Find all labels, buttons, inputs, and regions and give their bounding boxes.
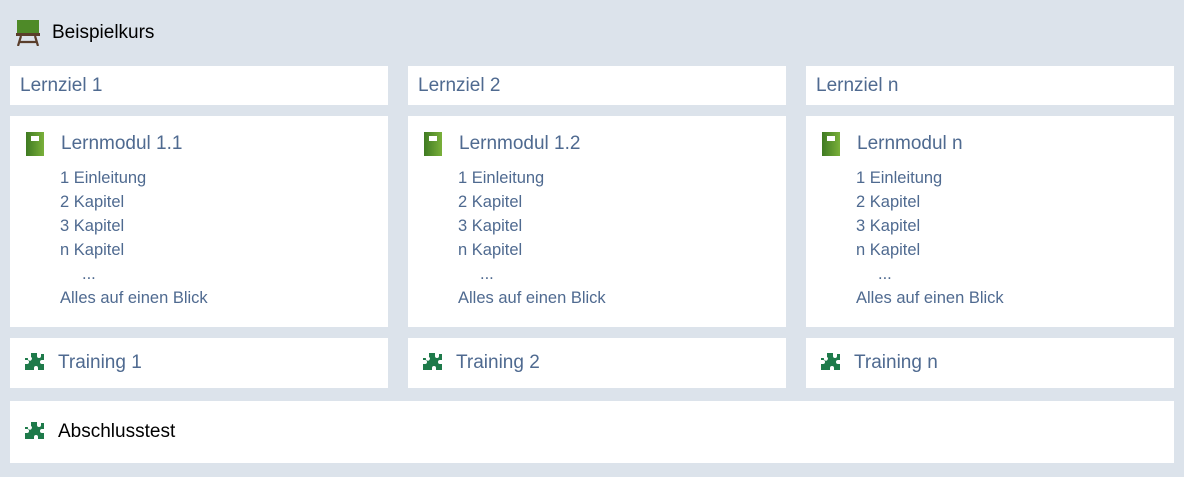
book-icon [822,132,840,156]
chapter-item[interactable]: 3 Kapitel [856,217,921,235]
chapter-list: 1 Einleitung 2 Kapitel 3 Kapitel n Kapitel.… [60,166,388,310]
chapter-item[interactable]: Alles auf einen Blick [856,289,1004,307]
chapter-item[interactable]: ... [82,265,96,283]
chapter-item[interactable]: Alles auf einen Blick [458,289,606,307]
training[interactable]: Training n [806,338,1174,388]
module-label: Lernmodul 1.2 [459,133,581,154]
learning-module: Lernmodul n 1 Einleitung 2 Kapitel 3 Kapite… [806,116,1174,327]
book-icon [424,132,442,156]
puzzle-icon [423,353,442,370]
learning-goal[interactable]: Lernziel 2 [408,66,786,105]
chapter-list: 1 Einleitung 2 Kapitel 3 Kapitel n Kapitel.… [856,166,1174,310]
chapter-item[interactable]: 1 Einleitung [856,169,943,187]
puzzle-icon [821,353,840,370]
puzzle-icon [25,422,44,439]
chapter-item[interactable]: ... [878,265,892,283]
module-label: Lernmodul n [857,133,963,154]
course-title-text: Beispielkurs [52,22,155,43]
chapter-item[interactable]: 2 Kapitel [458,193,523,211]
module-title[interactable]: Lernmodul 1.1 [26,130,388,158]
chapter-item[interactable]: 2 Kapitel [60,193,125,211]
goal-label: Lernziel n [816,74,899,96]
module-title[interactable]: Lernmodul n [822,130,1174,158]
chapter-item[interactable]: ... [480,265,494,283]
chapter-item[interactable]: 2 Kapitel [856,193,921,211]
final-test[interactable]: Abschlusstest [10,401,1174,463]
final-test-label: Abschlusstest [58,421,176,442]
chapter-item[interactable]: 3 Kapitel [458,217,523,235]
goal-label: Lernziel 1 [20,74,103,96]
course-title[interactable]: Beispielkurs [16,18,154,48]
training-label: Training n [854,352,938,373]
learning-module: Lernmodul 1.1 1 Einleitung 2 Kapitel 3 Kapi… [10,116,388,327]
learning-module: Lernmodul 1.2 1 Einleitung 2 Kapitel 3 Kapi… [408,116,786,327]
chapter-item[interactable]: Alles auf einen Blick [60,289,208,307]
book-icon [26,132,44,156]
learning-goal[interactable]: Lernziel 1 [10,66,388,105]
chapter-item[interactable]: 3 Kapitel [60,217,125,235]
chapter-item[interactable]: 1 Einleitung [458,169,545,187]
chapter-item[interactable]: n Kapitel [60,241,125,259]
puzzle-icon [25,353,44,370]
module-label: Lernmodul 1.1 [61,133,183,154]
training-label: Training 1 [58,352,142,373]
goal-label: Lernziel 2 [418,74,501,96]
chapter-list: 1 Einleitung 2 Kapitel 3 Kapitel n Kapitel.… [458,166,786,310]
module-title[interactable]: Lernmodul 1.2 [424,130,786,158]
chapter-item[interactable]: n Kapitel [458,241,523,259]
chapter-item[interactable]: 1 Einleitung [60,169,147,187]
learning-goal[interactable]: Lernziel n [806,66,1174,105]
classroom-board-icon [16,20,40,46]
training[interactable]: Training 1 [10,338,388,388]
chapter-item[interactable]: n Kapitel [856,241,921,259]
training-label: Training 2 [456,352,540,373]
training[interactable]: Training 2 [408,338,786,388]
